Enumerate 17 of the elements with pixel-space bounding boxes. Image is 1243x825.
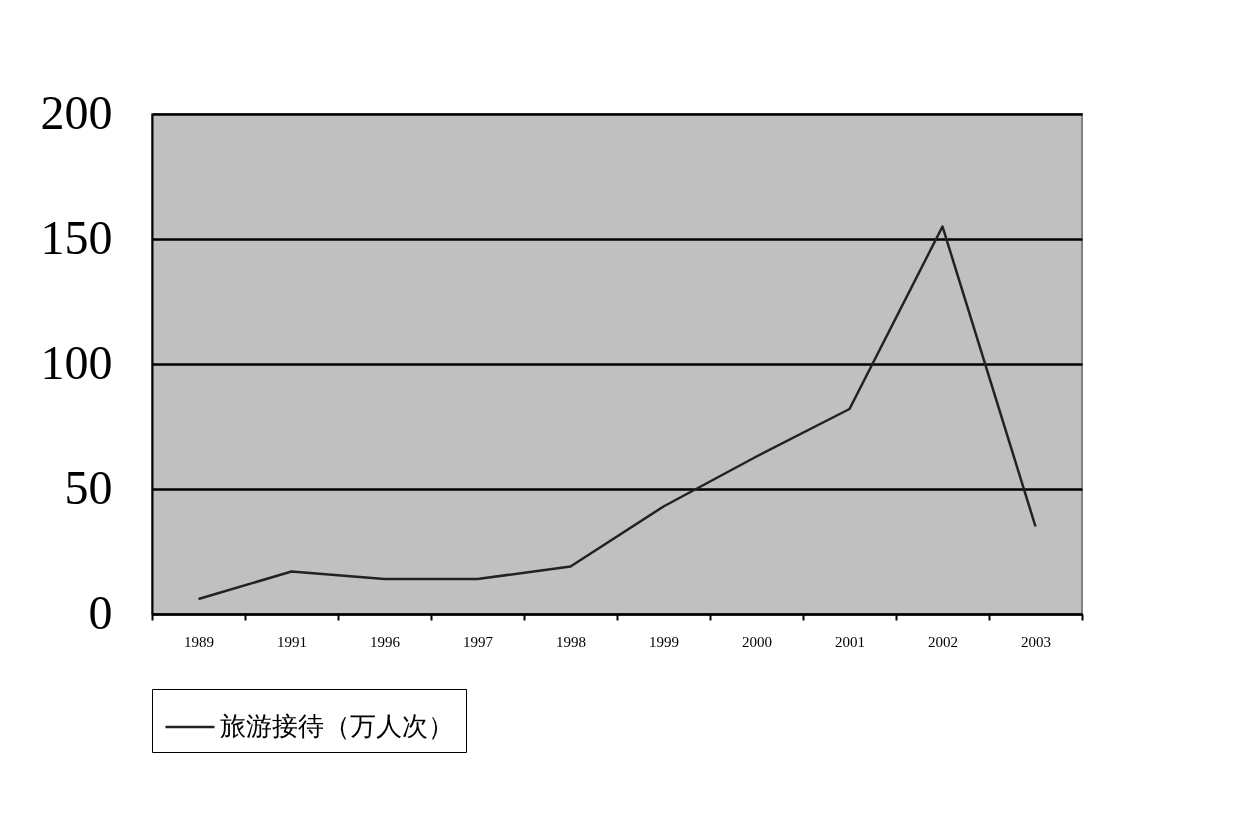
y-tick-label: 150 xyxy=(40,210,113,264)
x-tick-label: 1991 xyxy=(277,633,307,650)
x-tick-label: 1998 xyxy=(556,633,586,650)
x-tick-label: 2001 xyxy=(835,633,865,650)
x-tick-label: 1997 xyxy=(463,633,494,650)
x-tick-label: 1989 xyxy=(184,633,214,650)
x-tick-label: 2003 xyxy=(1021,633,1051,650)
x-tick-label: 1996 xyxy=(370,633,401,650)
x-tick-label: 2000 xyxy=(742,633,772,650)
x-tick-label: 1999 xyxy=(649,633,679,650)
y-tick-label: 200 xyxy=(40,85,113,139)
y-tick-label: 100 xyxy=(40,335,113,389)
y-tick-label: 0 xyxy=(88,585,113,639)
x-tick-label: 2002 xyxy=(928,633,958,650)
line-series xyxy=(197,225,1037,601)
legend-label: 旅游接待（万人次） xyxy=(220,711,454,741)
y-tick-label: 50 xyxy=(64,460,113,514)
